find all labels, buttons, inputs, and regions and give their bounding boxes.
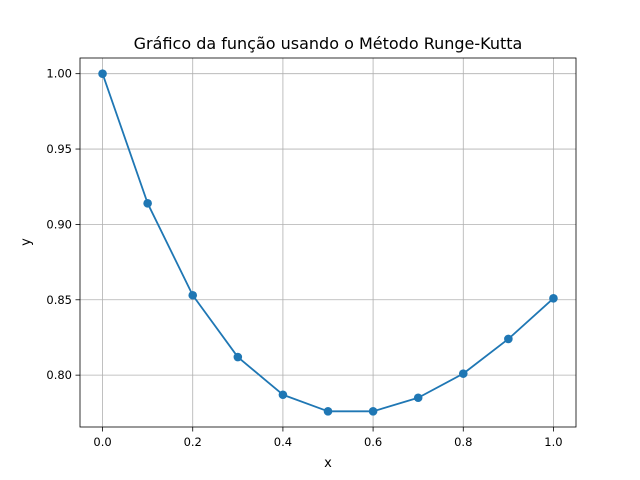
grid-lines xyxy=(80,58,576,427)
data-point-marker xyxy=(233,352,243,362)
x-axis-ticks: 0.0 0.2 0.4 0.6 0.8 1.0 xyxy=(93,427,563,449)
x-tick-label: 0.8 xyxy=(454,435,472,449)
x-tick-label: 0.4 xyxy=(274,435,292,449)
plot-area-border xyxy=(79,57,577,428)
data-point-marker xyxy=(143,199,152,208)
axes-frame xyxy=(79,57,577,428)
x-tick-label: 0.6 xyxy=(364,435,382,449)
data-point-marker xyxy=(413,393,423,403)
x-tick-label: 0.0 xyxy=(93,435,111,449)
y-tick-label: 0.85 xyxy=(46,293,72,307)
data-point-marker xyxy=(188,290,198,300)
y-tick-label: 0.80 xyxy=(46,368,72,382)
data-point-marker xyxy=(458,369,468,378)
y-tick-label: 1.00 xyxy=(46,67,72,81)
y-tick-label: 0.95 xyxy=(46,142,72,156)
chart-title: Gráfico da função usando o Método Runge-… xyxy=(134,34,523,53)
series-layer xyxy=(98,69,558,416)
data-point-marker xyxy=(278,390,288,400)
x-tick-label: 0.2 xyxy=(184,435,202,449)
y-axis-label: y xyxy=(19,238,34,246)
data-point-marker xyxy=(504,334,513,344)
x-axis-label: x xyxy=(324,456,332,471)
data-point-marker xyxy=(549,293,558,303)
data-point-marker xyxy=(98,69,107,78)
x-tick-label: 1.0 xyxy=(544,435,562,449)
y-tick-label: 0.90 xyxy=(46,217,72,231)
data-point-marker xyxy=(368,407,378,416)
data-point-marker xyxy=(323,407,333,416)
y-axis-ticks: 0.80 0.85 0.90 0.95 1.00 xyxy=(46,67,80,382)
